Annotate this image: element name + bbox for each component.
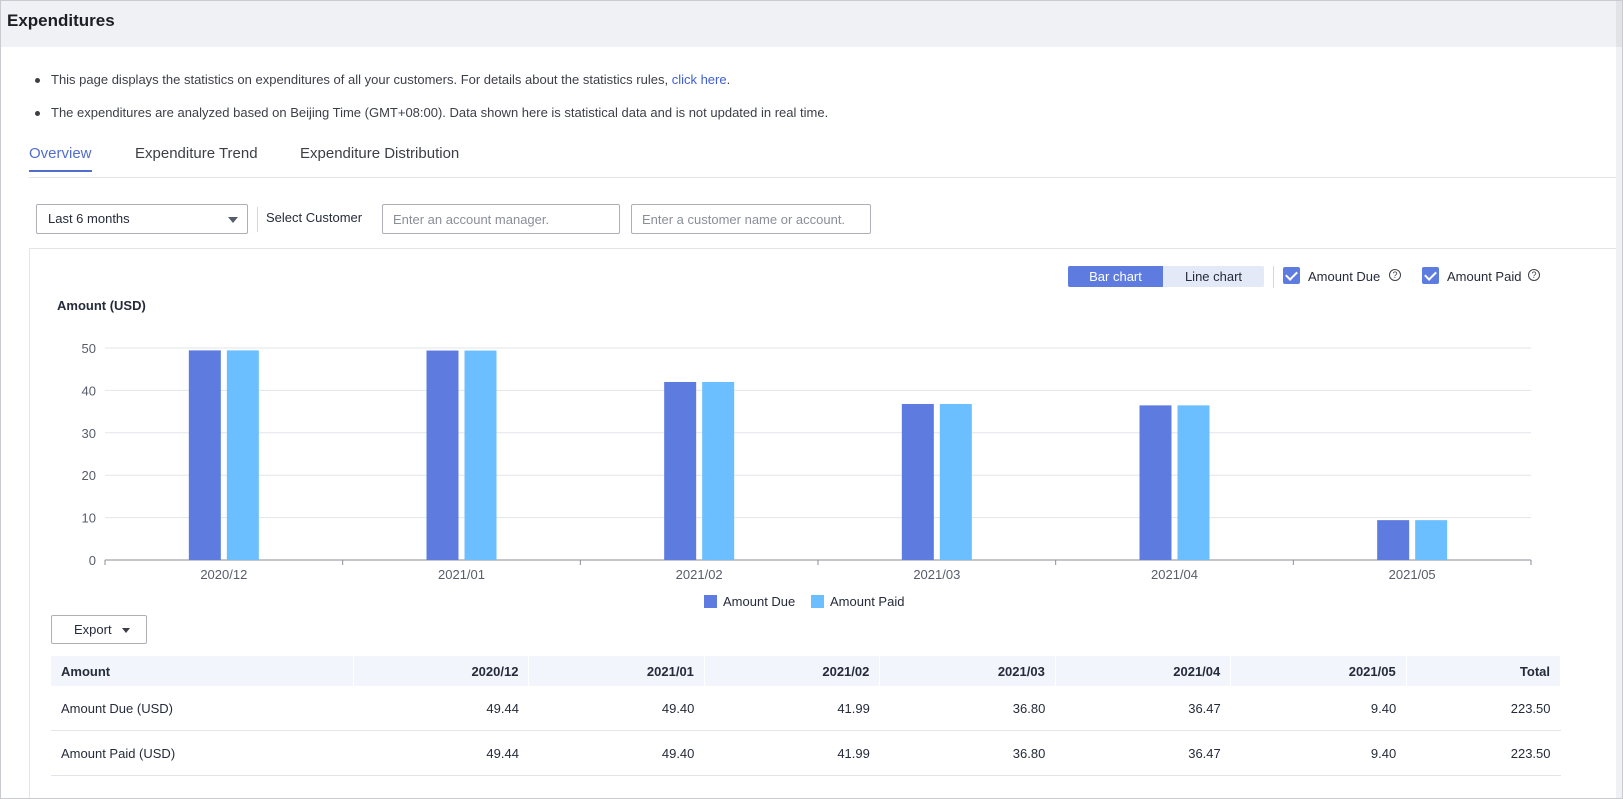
- export-button[interactable]: Export: [51, 615, 147, 644]
- note-after: .: [726, 72, 731, 87]
- bar-amount-paid: [1415, 520, 1448, 560]
- expenditure-bar-chart: Amount (USD) 0 10 20 30 40 50 2020/12 2021/01 202…: [57, 298, 1532, 609]
- period-value: Last 6 months: [48, 211, 130, 226]
- chart-panel: [29, 248, 1622, 798]
- y-tick-label: 10: [82, 511, 96, 526]
- chevron-down-icon: [122, 628, 130, 633]
- table-cell: 223.50: [1406, 686, 1561, 731]
- legend-label: Amount Paid: [830, 594, 904, 609]
- expenditure-table: Amount 2020/12 2021/01 2021/02 2021/03 2…: [51, 656, 1562, 776]
- note-text: This page displays the statistics on exp…: [51, 72, 672, 87]
- table-cell: 9.40: [1230, 730, 1407, 776]
- bar-amount-paid: [226, 350, 259, 560]
- bar-amount-paid: [939, 403, 972, 560]
- chart-type-toggle: Bar chart Line chart: [1068, 266, 1264, 287]
- tab-overview[interactable]: Overview: [29, 145, 92, 172]
- table-cell: 41.99: [704, 730, 880, 776]
- table-row: Amount Due (USD) 49.44 49.40 41.99 36.80…: [51, 686, 1561, 731]
- account-manager-input[interactable]: [382, 204, 620, 234]
- help-icon[interactable]: ?: [1389, 269, 1401, 281]
- x-tick-label: 2021/04: [1151, 567, 1198, 582]
- table-cell: Amount Due (USD): [51, 686, 354, 731]
- legend-swatch: [704, 595, 717, 608]
- amount-paid-checkbox[interactable]: Amount Paid ?: [1422, 266, 1546, 286]
- amount-due-checkbox-label: Amount Due: [1308, 269, 1381, 284]
- x-tick-label: 2021/01: [438, 567, 485, 582]
- column-header: 2021/05: [1230, 656, 1407, 686]
- table-cell: 49.44: [353, 686, 529, 731]
- checkbox-checked-icon: [1283, 267, 1300, 284]
- export-label: Export: [74, 622, 112, 637]
- table-header-row: Amount 2020/12 2021/01 2021/02 2021/03 2…: [51, 656, 1562, 686]
- y-axis-title: Amount (USD): [57, 298, 146, 313]
- bar-amount-due: [188, 350, 221, 560]
- x-tick-label: 2020/12: [200, 567, 247, 582]
- note-text: The expenditures are analyzed based on B…: [51, 105, 829, 120]
- bar-amount-due: [426, 350, 459, 560]
- table-cell: 49.44: [353, 730, 529, 776]
- click-here-link[interactable]: click here: [671, 72, 727, 87]
- bar-amount-due: [664, 381, 697, 560]
- y-tick-label: 0: [89, 553, 96, 568]
- table-row: Amount Paid (USD) 49.44 49.40 41.99 36.8…: [51, 730, 1561, 776]
- column-header: 2021/02: [704, 656, 881, 686]
- x-tick-label: 2021/05: [1389, 567, 1436, 582]
- table-cell: 36.80: [879, 686, 1056, 731]
- amount-paid-checkbox-label: Amount Paid: [1447, 269, 1522, 284]
- customer-input[interactable]: [631, 204, 871, 234]
- y-tick-label: 20: [82, 468, 96, 483]
- table-cell: 36.47: [1055, 730, 1231, 776]
- column-header: 2020/12: [353, 656, 530, 686]
- title-scrollbar[interactable]: [1616, 1, 1622, 47]
- note-beijing-time: The expenditures are analyzed based on B…: [29, 104, 828, 137]
- legend-swatch: [811, 595, 824, 608]
- y-tick-label: 40: [82, 383, 96, 398]
- bar-chart-button[interactable]: Bar chart: [1068, 266, 1163, 287]
- tabs: Overview Expenditure Trend Expenditure D…: [29, 145, 1622, 178]
- legend-label: Amount Due: [723, 594, 795, 609]
- page-title: Expenditures: [7, 11, 115, 30]
- table-cell: 41.99: [704, 686, 880, 731]
- bar-amount-paid: [1177, 405, 1210, 560]
- column-header: 2021/01: [528, 656, 705, 686]
- table-cell: 49.40: [528, 730, 705, 776]
- chevron-down-icon: [228, 217, 238, 223]
- bar-amount-due: [1377, 520, 1410, 560]
- select-customer-label: Select Customer: [266, 210, 363, 225]
- line-chart-button[interactable]: Line chart: [1184, 269, 1243, 284]
- help-icon[interactable]: ?: [1528, 269, 1540, 281]
- title-bar: Expenditures: [1, 1, 1622, 47]
- bar-amount-due: [1139, 405, 1172, 560]
- divider: [257, 207, 258, 232]
- table-cell: 36.47: [1055, 686, 1231, 731]
- amount-due-checkbox[interactable]: Amount Due ?: [1283, 266, 1403, 286]
- column-header: Total: [1406, 656, 1562, 686]
- column-header: 2021/03: [879, 656, 1056, 686]
- column-header: 2021/04: [1055, 656, 1232, 686]
- y-tick-label: 50: [82, 341, 96, 356]
- table-cell: 49.40: [528, 686, 705, 731]
- bar-amount-due: [901, 403, 934, 560]
- info-notes: This page displays the statistics on exp…: [29, 71, 828, 137]
- y-tick-label: 30: [82, 426, 96, 441]
- x-tick-label: 2021/02: [676, 567, 723, 582]
- table-cell: Amount Paid (USD): [51, 730, 354, 776]
- divider: [1273, 266, 1274, 288]
- x-tick-label: 2021/03: [913, 567, 960, 582]
- period-select[interactable]: Last 6 months: [36, 204, 248, 234]
- table-cell: 223.50: [1406, 730, 1561, 776]
- checkbox-checked-icon: [1422, 267, 1439, 284]
- table-cell: 36.80: [879, 730, 1056, 776]
- tab-expenditure-distribution[interactable]: Expenditure Distribution: [300, 145, 460, 162]
- table-cell: 9.40: [1230, 686, 1407, 731]
- page-scrollbar[interactable]: [1616, 47, 1622, 798]
- note-statistics-rules: This page displays the statistics on exp…: [29, 71, 828, 104]
- bar-amount-paid: [702, 381, 735, 560]
- column-header: Amount: [51, 656, 354, 686]
- bar-amount-paid: [464, 350, 497, 560]
- tab-expenditure-trend[interactable]: Expenditure Trend: [135, 145, 258, 162]
